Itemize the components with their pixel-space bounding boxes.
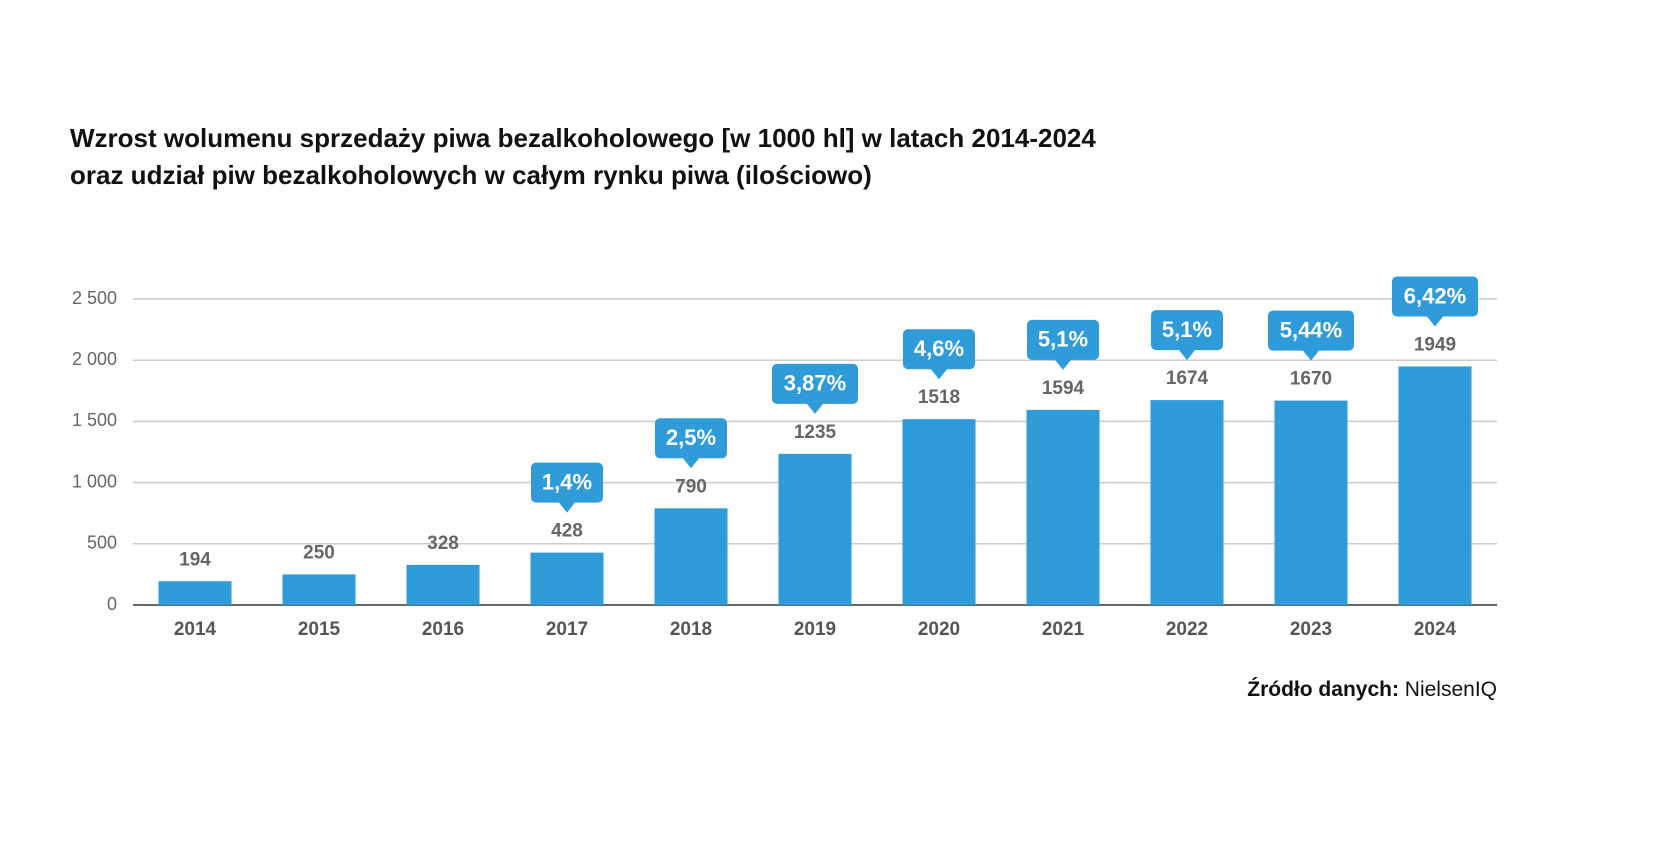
bar — [530, 552, 604, 605]
x-tick-label: 2021 — [1042, 619, 1085, 640]
x-tick-label: 2023 — [1290, 619, 1332, 640]
y-tick-label: 500 — [87, 533, 117, 553]
value-label: 790 — [675, 476, 707, 497]
x-tick-label: 2014 — [174, 619, 217, 640]
callout — [772, 363, 858, 414]
value-label: 1594 — [1042, 378, 1085, 399]
bar — [902, 419, 976, 605]
y-tick-label: 0 — [107, 594, 117, 614]
value-label: 1235 — [794, 422, 837, 443]
value-label: 428 — [551, 521, 583, 542]
callout — [531, 462, 603, 513]
bar — [1150, 400, 1224, 605]
callout-label: 3,87% — [784, 371, 846, 396]
source-label: Źródło danych: — [1247, 678, 1399, 701]
x-tick-label: 2016 — [422, 619, 464, 640]
callout-label: 5,1% — [1162, 317, 1212, 342]
callout — [1027, 319, 1099, 370]
value-label: 1949 — [1414, 334, 1456, 355]
callout — [655, 418, 727, 469]
source-name: NielsenIQ — [1405, 678, 1497, 701]
value-label: 1670 — [1290, 369, 1332, 390]
chart-title: Wzrost wolumenu sprzedaży piwa bezalkoho… — [70, 123, 1096, 153]
callout — [1268, 310, 1354, 361]
value-label: 194 — [179, 549, 211, 570]
callout-label: 6,42% — [1404, 283, 1466, 308]
value-label: 250 — [303, 542, 335, 563]
y-tick-label: 1 000 — [72, 471, 117, 491]
bar — [654, 508, 728, 605]
callout-label: 5,44% — [1280, 317, 1342, 342]
bar — [1026, 409, 1100, 605]
bar — [282, 574, 356, 605]
callout-label: 5,1% — [1038, 327, 1088, 352]
x-tick-label: 2015 — [298, 619, 341, 640]
callout — [903, 329, 975, 380]
callout-label: 1,4% — [542, 469, 592, 494]
x-tick-label: 2019 — [794, 619, 836, 640]
x-tick-label: 2024 — [1414, 619, 1457, 640]
x-tick-label: 2022 — [1166, 619, 1208, 640]
bar — [158, 581, 232, 605]
value-label: 328 — [427, 533, 459, 554]
y-tick-label: 2 000 — [72, 349, 117, 369]
x-tick-label: 2017 — [546, 619, 588, 640]
callout-label: 2,5% — [666, 425, 716, 450]
y-tick-label: 1 500 — [72, 410, 117, 430]
x-tick-label: 2020 — [918, 619, 960, 640]
value-label: 1674 — [1166, 368, 1209, 389]
y-tick-label: 2 500 — [72, 288, 117, 308]
callout — [1151, 310, 1223, 361]
chart-title: oraz udział piw bezalkoholowych w całym … — [70, 160, 872, 190]
callout-label: 4,6% — [914, 336, 964, 361]
bar — [1398, 366, 1472, 605]
value-label: 1518 — [918, 387, 960, 408]
callout — [1392, 276, 1478, 327]
bar — [406, 564, 480, 605]
source: Źródło danych: NielsenIQ — [1247, 678, 1497, 701]
x-tick-label: 2018 — [670, 619, 712, 640]
bar — [1274, 400, 1348, 605]
bar — [778, 453, 852, 605]
